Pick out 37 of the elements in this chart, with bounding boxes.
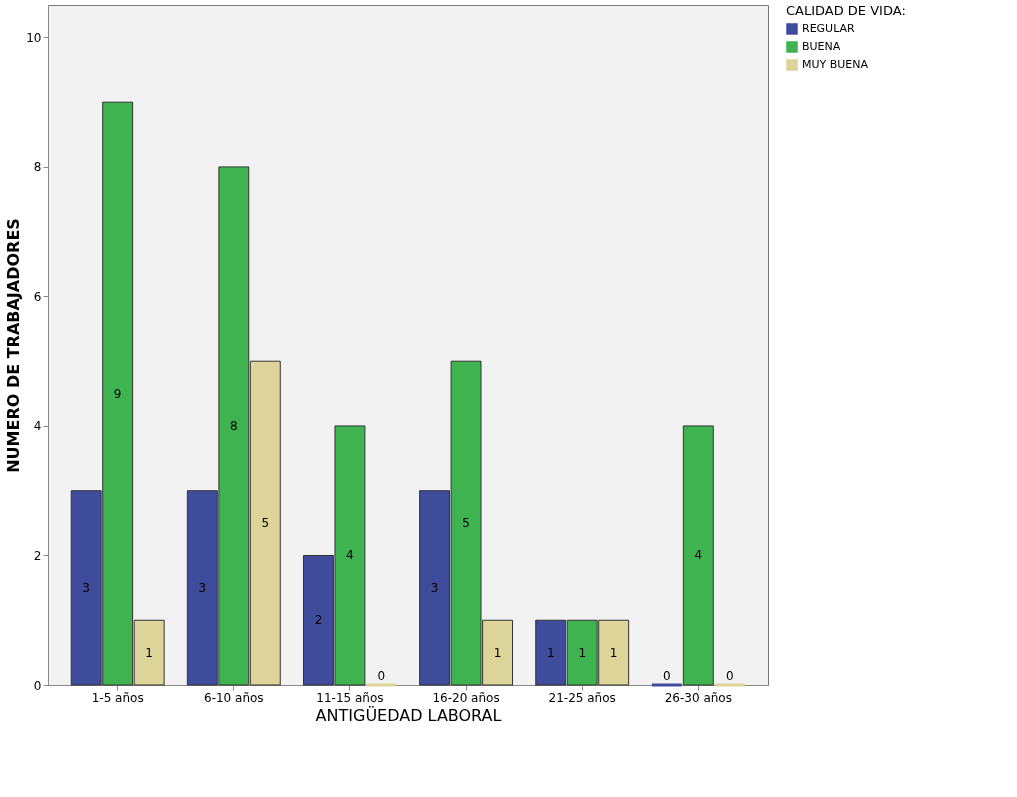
data-label: 3: [430, 580, 439, 595]
legend-label: REGULAR: [802, 22, 856, 35]
legend-title: CALIDAD DE VIDA:: [786, 3, 906, 18]
x-tick-label: 26-30 años: [664, 690, 732, 705]
data-label: 1: [493, 645, 502, 660]
legend-label: MUY BUENA: [802, 58, 869, 71]
data-label: 2: [314, 613, 323, 628]
data-label: 0: [725, 669, 734, 683]
data-label: 1: [145, 645, 153, 660]
x-tick-label: 6-10 años: [204, 690, 264, 705]
data-label: 0: [663, 669, 671, 683]
legend-label: BUENA: [802, 40, 841, 53]
data-label: 9: [113, 386, 122, 401]
data-label: 3: [82, 580, 91, 595]
data-label: 3: [198, 580, 207, 595]
y-tick-label: 2: [33, 548, 42, 563]
x-tick-label: 16-20 años: [432, 690, 500, 705]
x-axis-title: ANTIGÜEDAD LABORAL: [315, 705, 502, 725]
y-axis-title: NUMERO DE TRABAJADORES: [4, 218, 24, 473]
x-tick-label: 11-15 años: [316, 690, 384, 705]
y-tick-label: 6: [33, 289, 42, 304]
data-label: 5: [462, 516, 470, 531]
data-label: 0: [377, 669, 386, 683]
y-tick-label: 8: [33, 160, 42, 175]
data-label: 4: [694, 548, 703, 563]
y-tick-label: 10: [26, 30, 42, 45]
data-label: 5: [261, 516, 270, 531]
data-label: 1: [546, 645, 555, 660]
data-label: 4: [346, 548, 354, 563]
data-label: 8: [229, 418, 238, 433]
x-tick-label: 21-25 años: [548, 690, 616, 705]
bar: [682, 425, 714, 686]
y-tick-label: 0: [33, 678, 42, 693]
x-tick-label: 1-5 años: [91, 690, 144, 705]
data-label: 1: [578, 645, 587, 660]
data-label: 1: [609, 645, 618, 660]
y-tick-label: 4: [33, 419, 42, 434]
